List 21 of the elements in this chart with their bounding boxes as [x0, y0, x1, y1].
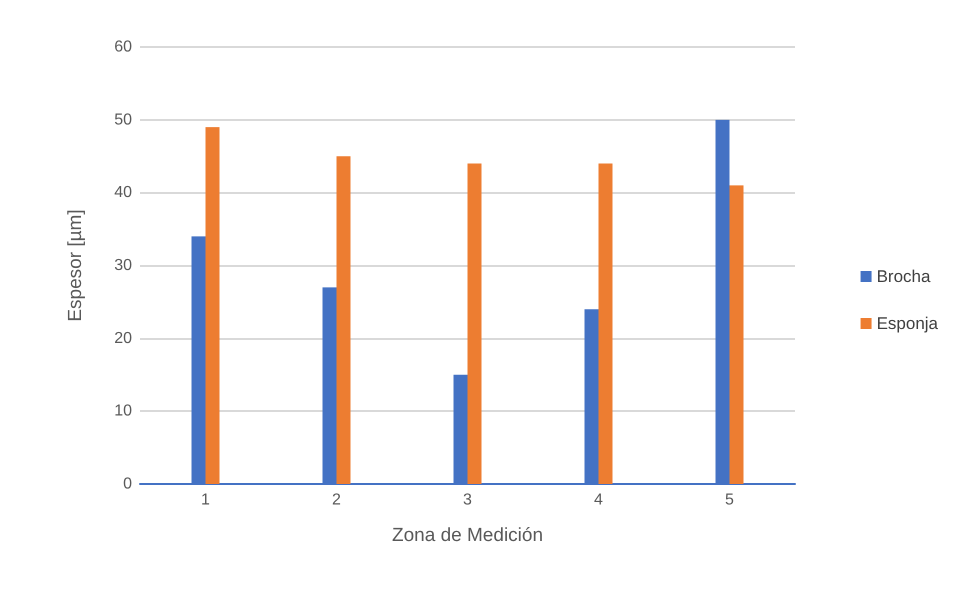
legend-label: Esponja [876, 314, 939, 333]
bar [336, 156, 350, 484]
x-axis-title: Zona de Medición [392, 525, 544, 546]
y-tick-label: 60 [114, 38, 132, 56]
y-tick-label: 30 [114, 257, 132, 274]
y-tick-label: 50 [114, 111, 132, 128]
x-tick-label: 1 [201, 492, 210, 508]
y-tick-label: 40 [114, 184, 132, 202]
x-tick-label: 4 [594, 492, 604, 508]
bar [468, 164, 482, 484]
y-axis-title: Espesor [µm] [65, 209, 86, 322]
bar [598, 164, 612, 484]
bar [730, 185, 744, 484]
y-tick-label: 0 [123, 476, 132, 492]
y-tick-label: 10 [114, 402, 132, 420]
x-tick-label: 2 [332, 492, 342, 508]
bar [206, 127, 220, 484]
legend-label: Brocha [876, 267, 931, 286]
x-tick-label: 5 [725, 492, 734, 508]
y-tick-label: 20 [114, 330, 132, 347]
x-tick-label: 3 [463, 492, 472, 508]
